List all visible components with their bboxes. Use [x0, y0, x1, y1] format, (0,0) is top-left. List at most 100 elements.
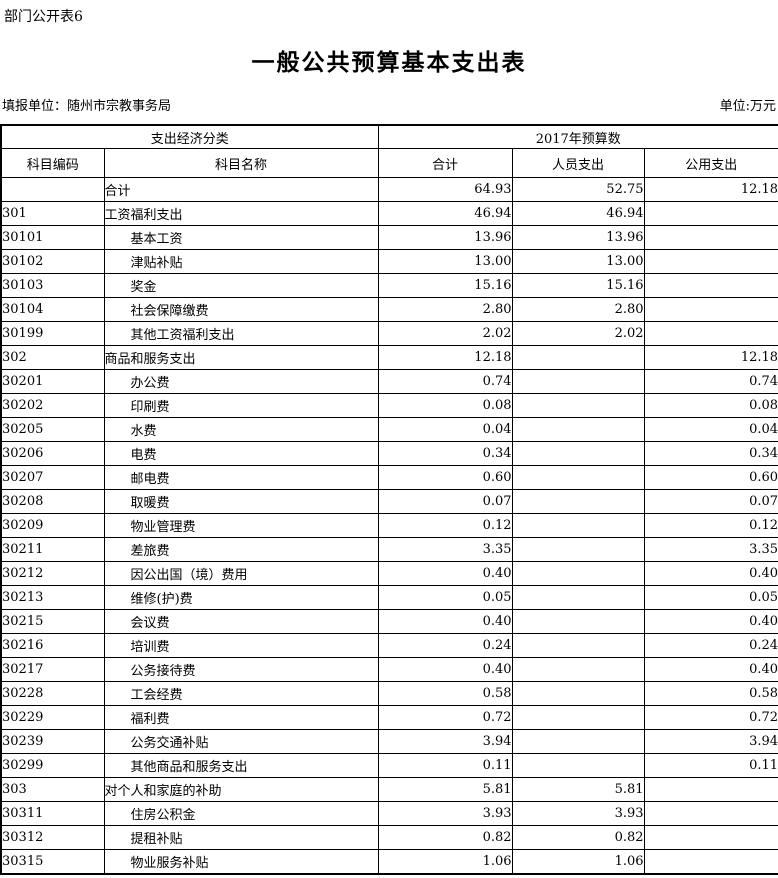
cell-public: 3.35 [643, 537, 778, 562]
table-row: 30239 公务交通补贴 3.94 3.94 [0, 729, 778, 754]
cell-total: 3.94 [377, 729, 513, 754]
cell-subject-name: 住房公积金 [103, 801, 379, 826]
cell-personnel [511, 369, 645, 394]
cell-subject-name: 印刷费 [103, 393, 379, 418]
cell-total: 3.93 [377, 801, 513, 826]
cell-public: 0.07 [643, 489, 778, 514]
cell-subject-code: 30102 [0, 249, 105, 274]
cell-subject-name: 社会保障缴费 [103, 297, 379, 322]
cell-subject-code: 30211 [0, 537, 105, 562]
table-body: 合计 64.93 52.75 12.18 301 工资福利支出 46.94 46… [0, 177, 778, 875]
cell-total: 0.74 [377, 369, 513, 394]
cell-total: 2.80 [377, 297, 513, 322]
cell-personnel [511, 633, 645, 658]
cell-public: 0.12 [643, 513, 778, 538]
table-row: 30312 提租补贴 0.82 0.82 [0, 825, 778, 850]
cell-subject-name: 公务交通补贴 [103, 729, 379, 754]
cell-total: 0.12 [377, 513, 513, 538]
table-row: 303 对个人和家庭的补助 5.81 5.81 [0, 777, 778, 802]
cell-public: 12.18 [643, 345, 778, 370]
cell-total: 46.94 [377, 201, 513, 226]
cell-total: 0.72 [377, 705, 513, 730]
cell-subject-code: 30202 [0, 393, 105, 418]
cell-total: 0.07 [377, 489, 513, 514]
cell-public: 3.94 [643, 729, 778, 754]
cell-total: 0.40 [377, 609, 513, 634]
cell-subject-name: 差旅费 [103, 537, 379, 562]
cell-personnel [511, 657, 645, 682]
cell-subject-code: 30315 [0, 849, 105, 875]
table-row: 30299 其他商品和服务支出 0.11 0.11 [0, 753, 778, 778]
table-row: 30228 工会经费 0.58 0.58 [0, 681, 778, 706]
cell-personnel [511, 513, 645, 538]
cell-subject-name: 因公出国（境）费用 [103, 561, 379, 586]
header-subject-name: 科目名称 [103, 148, 379, 178]
cell-public: 12.18 [643, 177, 778, 202]
table-row: 30101 基本工资 13.96 13.96 [0, 225, 778, 250]
cell-personnel: 3.93 [511, 801, 645, 826]
cell-total: 3.35 [377, 537, 513, 562]
cell-public [643, 321, 778, 346]
cell-subject-name: 工会经费 [103, 681, 379, 706]
cell-subject-name: 基本工资 [103, 225, 379, 250]
cell-subject-code: 30201 [0, 369, 105, 394]
cell-total: 1.06 [377, 849, 513, 875]
cell-subject-code: 30207 [0, 465, 105, 490]
cell-subject-code: 30217 [0, 657, 105, 682]
cell-total: 0.11 [377, 753, 513, 778]
cell-personnel: 13.00 [511, 249, 645, 274]
cell-public: 0.72 [643, 705, 778, 730]
cell-subject-name: 商品和服务支出 [103, 345, 379, 370]
cell-public: 0.40 [643, 561, 778, 586]
cell-public: 0.40 [643, 609, 778, 634]
table-row: 30216 培训费 0.24 0.24 [0, 633, 778, 658]
cell-subject-code: 30239 [0, 729, 105, 754]
cell-subject-name: 公务接待费 [103, 657, 379, 682]
cell-subject-code: 30215 [0, 609, 105, 634]
cell-subject-name: 其他工资福利支出 [103, 321, 379, 346]
cell-public: 0.58 [643, 681, 778, 706]
cell-personnel: 2.80 [511, 297, 645, 322]
header-expense-classification: 支出经济分类 [0, 124, 379, 149]
table-row: 30202 印刷费 0.08 0.08 [0, 393, 778, 418]
cell-personnel [511, 561, 645, 586]
doc-sheet-label: 部门公开表6 [4, 9, 83, 25]
budget-table: 支出经济分类 2017年预算数 科目编码 科目名称 合计 人员支出 公用支出 合… [0, 124, 778, 875]
cell-personnel [511, 465, 645, 490]
cell-public [643, 849, 778, 875]
cell-total: 0.40 [377, 657, 513, 682]
table-row: 30211 差旅费 3.35 3.35 [0, 537, 778, 562]
page-title: 一般公共预算基本支出表 [251, 49, 527, 76]
table-row: 30199 其他工资福利支出 2.02 2.02 [0, 321, 778, 346]
cell-subject-name: 物业服务补贴 [103, 849, 379, 875]
cell-subject-name: 会议费 [103, 609, 379, 634]
header-columns-row: 科目编码 科目名称 合计 人员支出 公用支出 [0, 148, 778, 178]
table-row: 30212 因公出国（境）费用 0.40 0.40 [0, 561, 778, 586]
header-public-expense: 公用支出 [643, 148, 778, 178]
cell-total: 13.00 [377, 249, 513, 274]
table-row: 30104 社会保障缴费 2.80 2.80 [0, 297, 778, 322]
cell-subject-name: 取暖费 [103, 489, 379, 514]
cell-personnel: 1.06 [511, 849, 645, 875]
cell-personnel: 13.96 [511, 225, 645, 250]
cell-personnel [511, 609, 645, 634]
table-row: 30205 水费 0.04 0.04 [0, 417, 778, 442]
table-row: 30215 会议费 0.40 0.40 [0, 609, 778, 634]
cell-total: 0.82 [377, 825, 513, 850]
cell-public [643, 201, 778, 226]
cell-subject-code: 30212 [0, 561, 105, 586]
cell-total: 0.34 [377, 441, 513, 466]
money-unit-label: 单位:万元 [719, 99, 776, 114]
header-2017-budget: 2017年预算数 [377, 124, 778, 149]
cell-total: 0.08 [377, 393, 513, 418]
cell-subject-code: 30216 [0, 633, 105, 658]
table-row: 30207 邮电费 0.60 0.60 [0, 465, 778, 490]
cell-personnel: 5.81 [511, 777, 645, 802]
cell-subject-code: 30229 [0, 705, 105, 730]
cell-total: 0.60 [377, 465, 513, 490]
cell-total: 12.18 [377, 345, 513, 370]
cell-public: 0.04 [643, 417, 778, 442]
cell-subject-name: 对个人和家庭的补助 [103, 777, 379, 802]
cell-subject-name: 维修(护)费 [103, 585, 379, 610]
